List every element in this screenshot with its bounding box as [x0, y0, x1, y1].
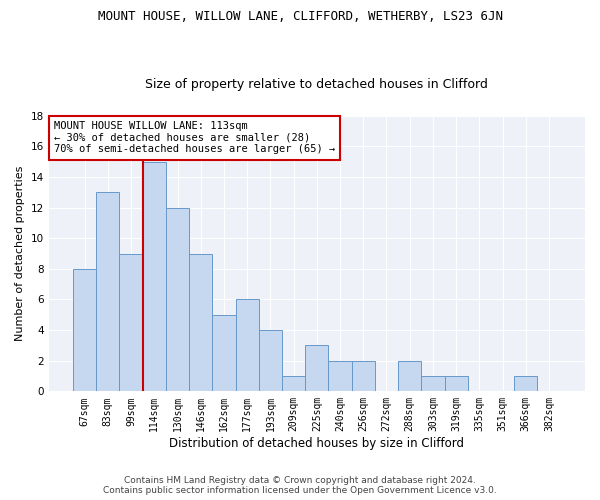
Bar [514, 376, 538, 392]
Bar [212, 315, 236, 392]
Bar [166, 208, 189, 392]
Text: MOUNT HOUSE, WILLOW LANE, CLIFFORD, WETHERBY, LS23 6JN: MOUNT HOUSE, WILLOW LANE, CLIFFORD, WETH… [97, 10, 503, 23]
Bar [73, 269, 96, 392]
Bar [352, 360, 375, 392]
Bar [143, 162, 166, 392]
Bar [189, 254, 212, 392]
X-axis label: Distribution of detached houses by size in Clifford: Distribution of detached houses by size … [169, 437, 464, 450]
Bar [119, 254, 143, 392]
Bar [96, 192, 119, 392]
Bar [282, 376, 305, 392]
Bar [259, 330, 282, 392]
Bar [236, 300, 259, 392]
Bar [305, 346, 328, 392]
Bar [421, 376, 445, 392]
Bar [445, 376, 468, 392]
Title: Size of property relative to detached houses in Clifford: Size of property relative to detached ho… [145, 78, 488, 91]
Bar [328, 360, 352, 392]
Bar [398, 360, 421, 392]
Text: MOUNT HOUSE WILLOW LANE: 113sqm
← 30% of detached houses are smaller (28)
70% of: MOUNT HOUSE WILLOW LANE: 113sqm ← 30% of… [54, 122, 335, 154]
Text: Contains HM Land Registry data © Crown copyright and database right 2024.
Contai: Contains HM Land Registry data © Crown c… [103, 476, 497, 495]
Y-axis label: Number of detached properties: Number of detached properties [15, 166, 25, 341]
